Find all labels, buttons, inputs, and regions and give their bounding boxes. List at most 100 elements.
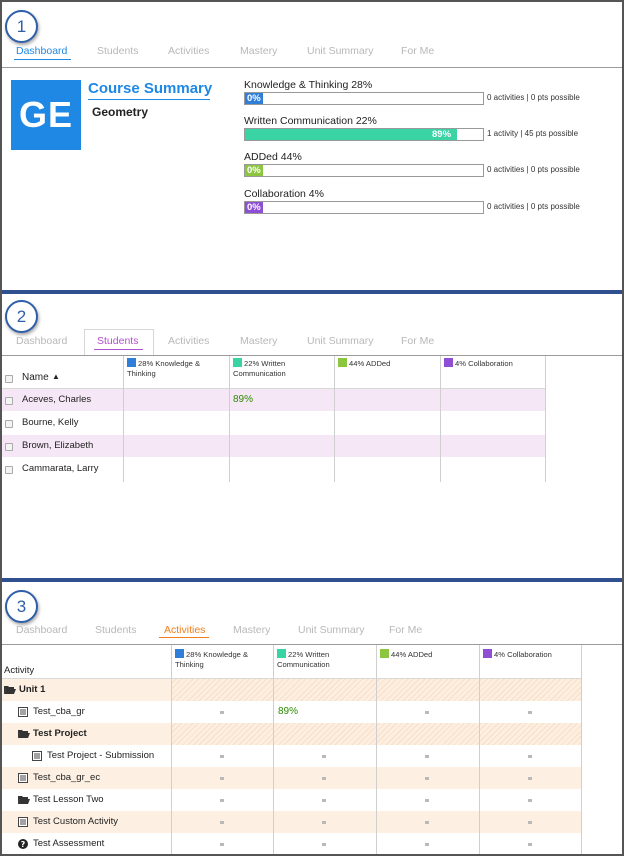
category-progress-percent: 0%: [247, 165, 261, 176]
category-progress-fill: [245, 202, 263, 213]
tab-mastery[interactable]: Mastery: [240, 45, 278, 57]
empty-score-marker: [322, 843, 326, 846]
tab-students[interactable]: Students: [97, 335, 139, 347]
empty-score-marker: [528, 799, 532, 802]
category-progress-percent: 0%: [247, 202, 261, 213]
empty-score-marker: [322, 777, 326, 780]
tab-for-me[interactable]: For Me: [389, 624, 423, 636]
category-progress-bar: 89%: [244, 128, 484, 141]
select-all-checkbox[interactable]: [5, 375, 13, 383]
activity-column-header[interactable]: Activity: [4, 665, 35, 676]
empty-score-marker: [322, 799, 326, 802]
students-grid: 28% Knowledge & Thinking 22% Written Commun…: [2, 356, 622, 486]
activity-name[interactable]: Test Lesson Two: [33, 794, 104, 805]
activity-name[interactable]: Test Custom Activity: [33, 816, 118, 827]
document-icon: [32, 751, 42, 764]
empty-score-marker: [528, 777, 532, 780]
active-tab-underline: [14, 59, 71, 60]
student-checkbox[interactable]: [5, 443, 13, 451]
category-bar-block: Collaboration 4% 0% 0 activities | 0 pts p…: [244, 188, 622, 214]
name-column-header[interactable]: Name: [22, 372, 49, 383]
student-checkbox[interactable]: [5, 397, 13, 405]
category-bar-label: Knowledge & Thinking 28%: [244, 79, 373, 91]
tab-students[interactable]: Students: [97, 45, 139, 57]
tab-dashboard[interactable]: Dashboard: [16, 335, 68, 347]
tab-activities[interactable]: Activities: [168, 45, 210, 57]
activity-row[interactable]: [2, 833, 581, 854]
course-name: Geometry: [92, 105, 149, 119]
empty-score-marker: [528, 821, 532, 824]
active-tab-underline: [159, 637, 209, 638]
column-header[interactable]: 22% Written Communication: [277, 649, 377, 670]
category-color-swatch: [175, 649, 184, 658]
activity-name[interactable]: Test_cba_gr: [33, 706, 85, 717]
category-color-swatch: [277, 649, 286, 658]
grid-column-line: [334, 356, 335, 482]
student-score: 89%: [233, 394, 254, 405]
svg-text:?: ?: [21, 840, 26, 849]
category-color-swatch: [380, 649, 389, 658]
activity-row[interactable]: [2, 745, 581, 767]
column-header[interactable]: 44% ADDed: [338, 358, 438, 369]
category-activity-info: 1 activity | 45 pts possible: [487, 129, 579, 138]
tab-activities[interactable]: Activities: [164, 624, 206, 636]
tab-dashboard[interactable]: Dashboard: [16, 624, 68, 636]
activities-panel: 3 Dashboard Students Activities Mastery …: [2, 582, 622, 854]
empty-score-marker: [220, 799, 224, 802]
activity-name[interactable]: Unit 1: [19, 684, 46, 695]
activity-row[interactable]: [2, 811, 581, 833]
column-header[interactable]: 28% Knowledge & Thinking: [175, 649, 275, 670]
column-header-line2: Thinking: [127, 369, 156, 378]
student-name[interactable]: Cammarata, Larry: [22, 463, 99, 474]
tab-students[interactable]: Students: [95, 624, 137, 636]
tab-activities[interactable]: Activities: [168, 335, 210, 347]
empty-score-marker: [220, 821, 224, 824]
tab-for-me[interactable]: For Me: [401, 45, 435, 57]
student-row[interactable]: [2, 435, 545, 457]
activity-row[interactable]: [2, 701, 581, 723]
tab-for-me[interactable]: For Me: [401, 335, 435, 347]
student-row[interactable]: [2, 458, 545, 480]
student-row[interactable]: [2, 389, 545, 411]
sort-ascending-icon[interactable]: ▲: [52, 372, 60, 381]
column-header[interactable]: 4% Collaboration: [483, 649, 583, 660]
active-tab-underline: [94, 349, 143, 350]
tab-unit-summary[interactable]: Unit Summary: [307, 45, 374, 57]
course-summary-title[interactable]: Course Summary: [88, 80, 213, 97]
column-header[interactable]: 22% Written Communication: [233, 358, 333, 379]
tab-mastery[interactable]: Mastery: [233, 624, 271, 636]
column-header[interactable]: 28% Knowledge & Thinking: [127, 358, 227, 379]
student-name[interactable]: Bourne, Kelly: [22, 417, 79, 428]
student-checkbox[interactable]: [5, 420, 13, 428]
student-row[interactable]: [2, 412, 545, 434]
column-header[interactable]: 44% ADDed: [380, 649, 480, 660]
folder-icon: [4, 685, 16, 698]
empty-score-marker: [220, 843, 224, 846]
activity-row[interactable]: [2, 767, 581, 789]
tab-divider: [2, 355, 622, 356]
grid-column-line: [376, 645, 377, 854]
tab-unit-summary[interactable]: Unit Summary: [298, 624, 365, 636]
document-icon: [18, 707, 28, 720]
tab-dashboard[interactable]: Dashboard: [16, 45, 68, 57]
tab-mastery[interactable]: Mastery: [240, 335, 278, 347]
column-header-line1: 28% Knowledge &: [186, 650, 249, 659]
empty-score-marker: [425, 777, 429, 780]
student-checkbox[interactable]: [5, 466, 13, 474]
column-header[interactable]: 4% Collaboration: [444, 358, 544, 369]
tab-unit-summary[interactable]: Unit Summary: [307, 335, 374, 347]
student-name[interactable]: Brown, Elizabeth: [22, 440, 94, 451]
grid-column-line: [273, 645, 274, 854]
activity-name[interactable]: Test_cba_gr_ec: [33, 772, 101, 783]
activity-name[interactable]: Test Project - Submission: [47, 750, 155, 761]
student-name[interactable]: Aceves, Charles: [22, 394, 92, 405]
activity-name[interactable]: Test Project: [33, 728, 87, 739]
column-header-line1: 28% Knowledge &: [138, 359, 201, 368]
students-panel: 2 Dashboard Students Activities Mastery …: [2, 294, 622, 578]
document-icon: [18, 817, 28, 830]
category-color-swatch: [338, 358, 347, 367]
activity-row[interactable]: [2, 789, 581, 811]
category-bar-label: ADDed 44%: [244, 151, 302, 163]
activity-name[interactable]: Test Assessment: [33, 838, 105, 849]
course-title-underline: [88, 99, 210, 100]
